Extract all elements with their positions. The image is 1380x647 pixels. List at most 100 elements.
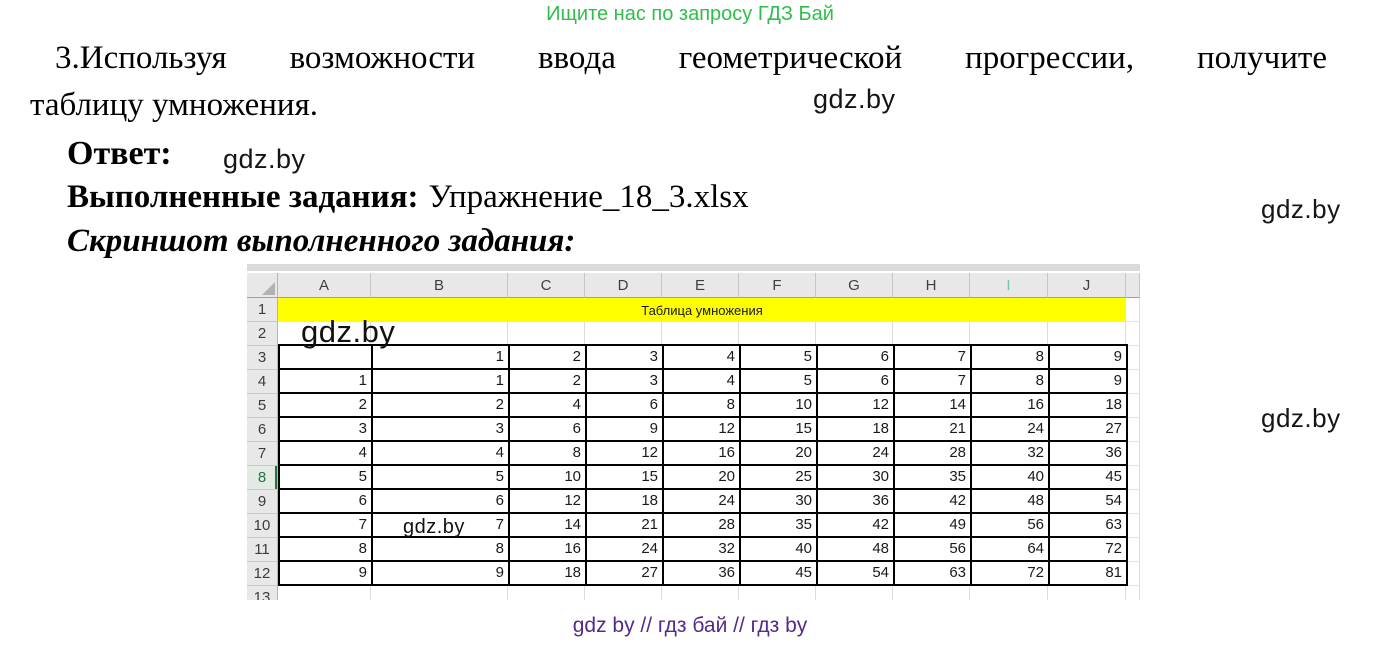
- cell-D6: 9: [585, 416, 664, 442]
- cell-A4: 1: [278, 368, 373, 394]
- grid-cell: [893, 586, 970, 600]
- row-header-10: 10: [247, 514, 278, 538]
- cell-H8: 35: [893, 464, 972, 490]
- grid-cell: [1126, 370, 1140, 394]
- grid-cell: [970, 322, 1048, 346]
- cell-E10: 28: [662, 512, 741, 538]
- cell-H10: 49: [893, 512, 972, 538]
- grid-cell: [585, 322, 662, 346]
- cell-B3: 1: [371, 344, 510, 370]
- cell-C11: 16: [508, 536, 587, 562]
- cell-E7: 16: [662, 440, 741, 466]
- table-row: 4 4 8 12 16 20 24 28 32 36: [278, 440, 1128, 466]
- select-all-corner: [247, 273, 278, 298]
- grid-cell: [1126, 490, 1140, 514]
- cell-F10: 35: [739, 512, 818, 538]
- grid-cell: [970, 586, 1048, 600]
- cell-I10: 56: [970, 512, 1050, 538]
- cell-J3: 9: [1048, 344, 1128, 370]
- cell-G8: 30: [816, 464, 895, 490]
- grid-cell: [1126, 466, 1140, 490]
- cell-J8: 45: [1048, 464, 1128, 490]
- cell-C7: 8: [508, 440, 587, 466]
- cell-J4: 9: [1048, 368, 1128, 394]
- cell-H3: 7: [893, 344, 972, 370]
- cell-E3: 4: [662, 344, 741, 370]
- column-header-D: D: [585, 273, 662, 298]
- grid-cell: [1126, 442, 1140, 466]
- cell-I3: 8: [970, 344, 1050, 370]
- cell-C12: 18: [508, 560, 587, 586]
- cell-C8: 10: [508, 464, 587, 490]
- cell-H4: 7: [893, 368, 972, 394]
- completed-filename: Упражнение_18_3.xlsx: [428, 179, 749, 215]
- row-header-8: 8: [247, 466, 278, 490]
- cell-G6: 18: [816, 416, 895, 442]
- cell-I4: 8: [970, 368, 1050, 394]
- cell-I6: 24: [970, 416, 1050, 442]
- grid-cell: [1126, 538, 1140, 562]
- grid-cell: [278, 586, 371, 600]
- grid-cell: [1126, 298, 1140, 322]
- cell-F12: 45: [739, 560, 818, 586]
- cell-I11: 64: [970, 536, 1050, 562]
- row-header-13: 13: [247, 586, 278, 600]
- grid-cell: [1126, 586, 1140, 600]
- column-header-partial: [1126, 273, 1140, 298]
- grid-cell: [816, 322, 893, 346]
- column-header-B: B: [371, 273, 508, 298]
- cell-G3: 6: [816, 344, 895, 370]
- cell-I9: 48: [970, 488, 1050, 514]
- grid-cell: [739, 322, 816, 346]
- row-header-3: 3: [247, 346, 278, 370]
- cell-F7: 20: [739, 440, 818, 466]
- footer-search-terms: gdz by // гдз бай // гдз by: [572, 614, 808, 637]
- column-header-I: I: [970, 273, 1048, 298]
- row-header-4: 4: [247, 370, 278, 394]
- table-row: 7 7 14 21 28 35 42 49 56 63: [278, 512, 1128, 538]
- cell-B5: 2: [371, 392, 510, 418]
- select-all-icon: [262, 282, 275, 295]
- watermark: gdz.by: [1261, 403, 1341, 433]
- cell-I12: 72: [970, 560, 1050, 586]
- cell-F11: 40: [739, 536, 818, 562]
- cell-G5: 12: [816, 392, 895, 418]
- row-header-12: 12: [247, 562, 278, 586]
- cell-E6: 12: [662, 416, 741, 442]
- cell-J10: 63: [1048, 512, 1128, 538]
- cell-H12: 63: [893, 560, 972, 586]
- cell-F8: 25: [739, 464, 818, 490]
- row-header-11: 11: [247, 538, 278, 562]
- cell-J6: 27: [1048, 416, 1128, 442]
- table-row: 2 2 4 6 8 10 12 14 16 18: [278, 392, 1128, 418]
- grid-cell: [1126, 562, 1140, 586]
- cell-B4: 1: [371, 368, 510, 394]
- cell-A5: 2: [278, 392, 373, 418]
- task-text-line2: таблицу умножения.: [30, 87, 319, 123]
- cell-A7: 4: [278, 440, 373, 466]
- column-header-H: H: [893, 273, 970, 298]
- cell-A12: 9: [278, 560, 373, 586]
- cell-D9: 18: [585, 488, 664, 514]
- cell-B12: 9: [371, 560, 510, 586]
- cell-E5: 8: [662, 392, 741, 418]
- task-text-line1: 3.Используя возможности ввода геометриче…: [55, 40, 1327, 76]
- cell-B9: 6: [371, 488, 510, 514]
- cell-J12: 81: [1048, 560, 1128, 586]
- grid-cell: [662, 322, 739, 346]
- sheet-top-strip: [247, 264, 1140, 271]
- row-header-1: 1: [247, 298, 278, 322]
- cell-G10: 42: [816, 512, 895, 538]
- cell-J5: 18: [1048, 392, 1128, 418]
- row-header-9: 9: [247, 490, 278, 514]
- cell-D8: 15: [585, 464, 664, 490]
- table-row: 9 9 18 27 36 45 54 63 72 81: [278, 560, 1128, 586]
- cell-C3: 2: [508, 344, 587, 370]
- cell-C5: 4: [508, 392, 587, 418]
- cell-H7: 28: [893, 440, 972, 466]
- cell-D5: 6: [585, 392, 664, 418]
- cell-G4: 6: [816, 368, 895, 394]
- cell-E8: 20: [662, 464, 741, 490]
- grid-cell: [816, 586, 893, 600]
